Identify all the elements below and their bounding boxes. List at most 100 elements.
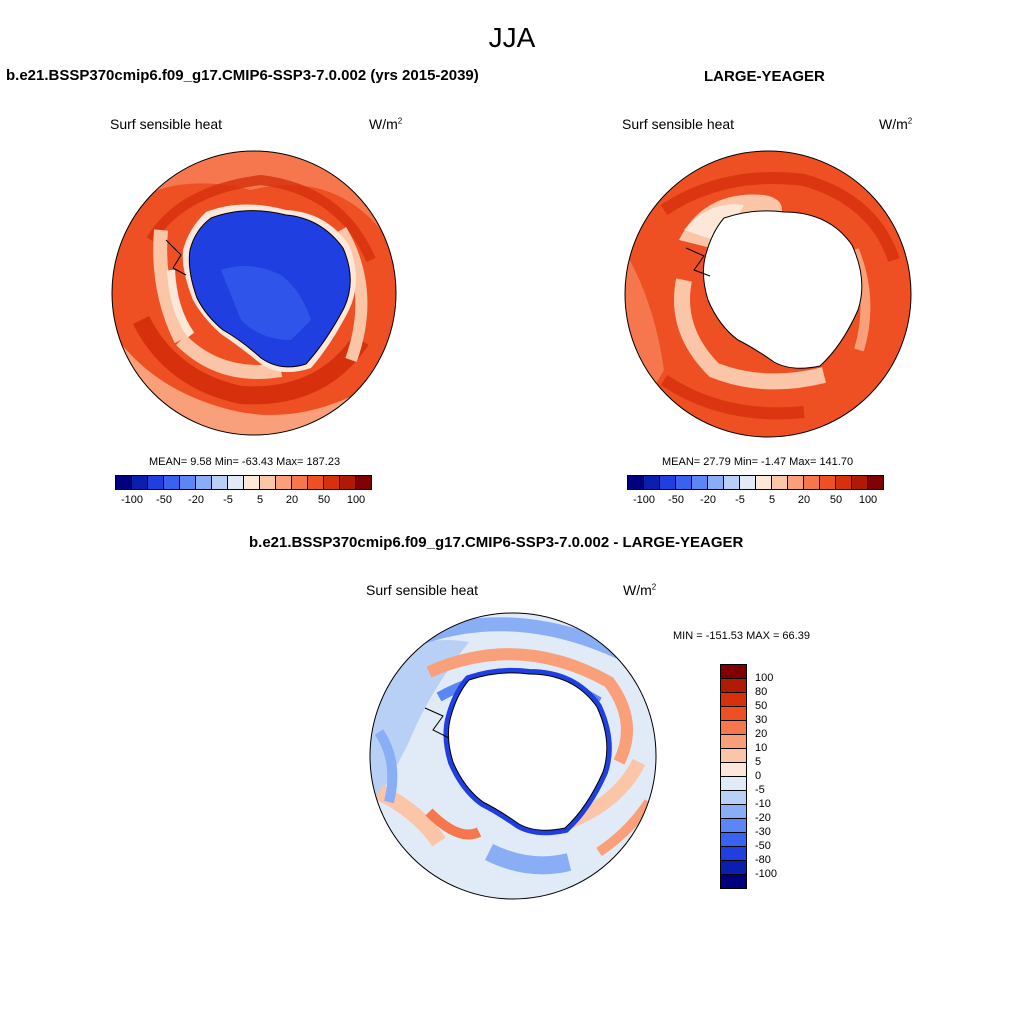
colorbar-box	[243, 475, 260, 490]
colorbar-box	[179, 475, 196, 490]
panel2-title: LARGE-YEAGER	[704, 68, 825, 85]
colorbar-box	[867, 475, 884, 490]
colorbar-tick-label: -80	[755, 854, 771, 866]
colorbar-box	[739, 475, 756, 490]
colorbar-tick-label: 80	[755, 686, 768, 698]
colorbar-tick-label: 10	[755, 742, 768, 754]
panel1-title: b.e21.BSSP370cmip6.f09_g17.CMIP6-SSP3-7.…	[6, 67, 479, 84]
colorbar-tick-label: -20	[755, 812, 771, 824]
colorbar-tick-label: 20	[285, 494, 299, 506]
colorbar-box	[675, 475, 692, 490]
colorbar-tick-label: 100	[755, 672, 774, 684]
colorbar-box	[307, 475, 324, 490]
colorbar-box	[720, 720, 747, 735]
colorbar-tick-label: 50	[317, 494, 331, 506]
colorbar-box	[211, 475, 228, 490]
colorbar-box	[720, 832, 747, 847]
panel1-units-exp: 2	[397, 116, 403, 126]
panel3-colorbar-ticks: 100 80 50 30 20 10 5 0 -5 -10 -20 -30 -50 -80 -100	[755, 665, 795, 905]
panel2-units-exp: 2	[907, 116, 913, 126]
colorbar-box	[720, 860, 747, 875]
figure-season-title: JJA	[488, 22, 536, 53]
colorbar-box	[147, 475, 164, 490]
colorbar-tick-label: -100	[120, 494, 144, 506]
panel3-colorbar	[720, 664, 747, 889]
colorbar-box	[259, 475, 276, 490]
panel2-colorbar	[627, 475, 884, 490]
colorbar-box	[627, 475, 644, 490]
colorbar-box	[720, 706, 747, 721]
panel3-variable-label: Surf sensible heat	[366, 582, 479, 598]
panel1-colorbar-boxes	[115, 475, 372, 490]
panel2-units-label: W/m2	[879, 116, 912, 132]
colorbar-tick-label: 50	[829, 494, 843, 506]
colorbar-box	[720, 874, 747, 889]
panel3-title: b.e21.BSSP370cmip6.f09_g17.CMIP6-SSP3-7.…	[249, 534, 744, 551]
colorbar-box	[720, 776, 747, 791]
colorbar-box	[720, 846, 747, 861]
panel3-units-base: W/m	[623, 582, 652, 598]
colorbar-tick-label: -100	[632, 494, 656, 506]
colorbar-box	[835, 475, 852, 490]
colorbar-tick-label: 100	[346, 494, 366, 506]
colorbar-box	[355, 475, 372, 490]
colorbar-box	[131, 475, 148, 490]
colorbar-box	[720, 678, 747, 693]
colorbar-box	[723, 475, 740, 490]
colorbar-box	[163, 475, 180, 490]
colorbar-box	[720, 804, 747, 819]
colorbar-box	[659, 475, 676, 490]
panel2-polar-map	[624, 150, 912, 438]
colorbar-tick-label: 50	[755, 700, 768, 712]
colorbar-box	[195, 475, 212, 490]
colorbar-tick-label: -5	[755, 784, 765, 796]
colorbar-box	[720, 748, 747, 763]
colorbar-tick-label: 20	[755, 728, 768, 740]
colorbar-tick-label: -50	[755, 840, 771, 852]
panel2-colorbar-boxes	[627, 475, 884, 490]
colorbar-tick-label: 100	[858, 494, 878, 506]
colorbar-tick-label: -10	[755, 798, 771, 810]
colorbar-box	[643, 475, 660, 490]
colorbar-box	[275, 475, 292, 490]
colorbar-box	[691, 475, 708, 490]
panel1-colorbar	[115, 475, 372, 490]
colorbar-box	[720, 664, 747, 679]
colorbar-box	[323, 475, 340, 490]
colorbar-box	[755, 475, 772, 490]
colorbar-tick-label: -20	[188, 494, 204, 506]
colorbar-tick-label: -50	[668, 494, 684, 506]
colorbar-box	[720, 762, 747, 777]
panel2-variable-label: Surf sensible heat	[622, 116, 735, 132]
colorbar-tick-label: -100	[755, 868, 778, 880]
colorbar-tick-label: 0	[755, 770, 762, 782]
panel2-colorbar-ticks: -100 -50 -20 -5 5 20 50 100	[628, 494, 908, 508]
colorbar-tick-label: -5	[735, 494, 745, 506]
panel2-stats: MEAN= 27.79 Min= -1.47 Max= 141.70	[662, 456, 854, 468]
colorbar-tick-label: 5	[755, 756, 762, 768]
colorbar-box	[803, 475, 820, 490]
colorbar-box	[707, 475, 724, 490]
colorbar-tick-label: 30	[755, 714, 768, 726]
panel1-polar-map	[111, 150, 397, 436]
colorbar-box	[720, 692, 747, 707]
panel1-stats: MEAN= 9.58 Min= -63.43 Max= 187.23	[149, 456, 341, 468]
colorbar-tick-label: 5	[256, 494, 264, 506]
colorbar-box	[819, 475, 836, 490]
panel2-units-base: W/m	[879, 116, 908, 132]
colorbar-box	[720, 790, 747, 805]
colorbar-box	[851, 475, 868, 490]
colorbar-box	[771, 475, 788, 490]
panel3-stats: MIN = -151.53 MAX = 66.39	[673, 630, 810, 642]
panel1-variable-label: Surf sensible heat	[110, 116, 223, 132]
colorbar-box	[339, 475, 356, 490]
colorbar-tick-label: -50	[156, 494, 172, 506]
panel1-units-base: W/m	[369, 116, 398, 132]
colorbar-box	[720, 734, 747, 749]
colorbar-tick-label: 5	[768, 494, 776, 506]
colorbar-box	[227, 475, 244, 490]
colorbar-tick-label: -20	[700, 494, 716, 506]
panel3-units-label: W/m2	[623, 582, 656, 598]
colorbar-tick-label: -30	[755, 826, 771, 838]
panel3-units-exp: 2	[651, 582, 657, 592]
